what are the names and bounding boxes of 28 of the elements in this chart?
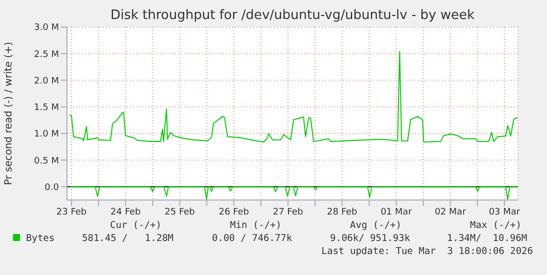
y-tick-label: 2.5 M bbox=[34, 50, 59, 60]
y-tick-label: 1.0 M bbox=[34, 130, 59, 140]
y-tick-label: 0.5 M bbox=[34, 156, 59, 166]
legend-label: Bytes bbox=[25, 233, 55, 244]
y-axis-title: Pr second read (-) / write (+) bbox=[4, 42, 15, 186]
y-tick-label: 0.0 bbox=[44, 182, 60, 193]
x-tick-label: 28 Feb bbox=[326, 207, 358, 218]
y-tick-label: 3.0 M bbox=[34, 23, 59, 34]
text: Last update: Tue Mar 3 18:00:06 2026 bbox=[321, 246, 533, 257]
x-tick-label: 26 Feb bbox=[218, 207, 250, 218]
text: Avg (-/+) bbox=[350, 220, 402, 231]
text: 1.34M/ 10.96M bbox=[447, 233, 528, 244]
text: Min (-/+) bbox=[230, 220, 282, 231]
x-tick-label: 27 Feb bbox=[272, 207, 304, 218]
text: 9.06k/ 951.93k bbox=[330, 233, 410, 244]
x-tick-label: 23 Feb bbox=[56, 207, 87, 218]
x-tick-label: 02 Mar bbox=[434, 207, 466, 218]
text: 0.00 / 746.77k bbox=[212, 233, 292, 244]
y-tick-label: 1.5 M bbox=[34, 103, 59, 114]
x-tick-label: 25 Feb bbox=[164, 207, 196, 218]
text: Max (-/+) bbox=[470, 220, 522, 231]
x-tick-label: 01 Mar bbox=[380, 207, 412, 218]
chart-title: Disk throughput for /dev/ubuntu-vg/ubuntu-lv - by week bbox=[109, 8, 476, 23]
text: 581.45 / 1.28M bbox=[82, 233, 174, 244]
text: Cur (-/+) bbox=[110, 220, 162, 231]
y-tick-label: 2.0 M bbox=[34, 76, 59, 86]
x-tick-label: 03 Mar bbox=[488, 207, 520, 218]
x-tick-label: 24 Feb bbox=[110, 207, 142, 218]
